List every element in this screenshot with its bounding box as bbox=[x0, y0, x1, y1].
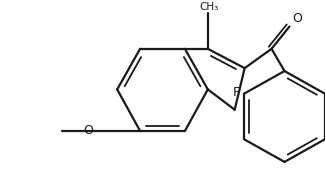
Text: CH₃: CH₃ bbox=[199, 2, 218, 12]
Text: O: O bbox=[292, 12, 302, 25]
Text: O: O bbox=[83, 125, 93, 138]
Text: F: F bbox=[233, 86, 240, 99]
